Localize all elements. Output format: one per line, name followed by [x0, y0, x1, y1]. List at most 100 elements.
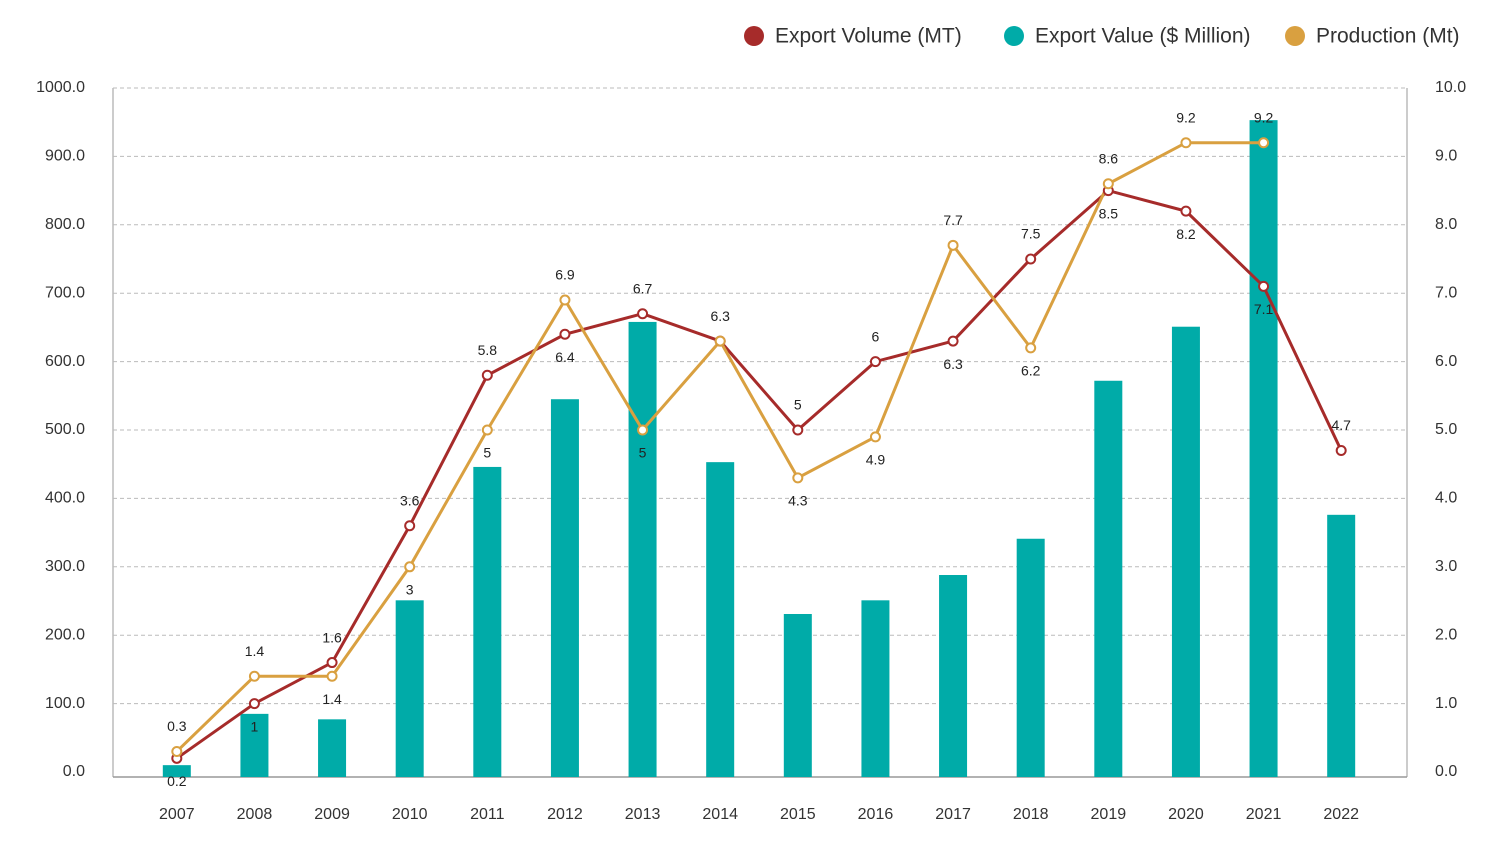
data-label: 6: [872, 328, 880, 344]
data-label: 6.3: [710, 308, 730, 324]
y2-tick-label: 2.0: [1435, 626, 1457, 643]
point: [869, 431, 881, 443]
bar: [939, 575, 968, 777]
data-label: 0.2: [167, 773, 187, 789]
data-label: 1.4: [322, 691, 342, 707]
x-tick-label: 2013: [625, 806, 661, 823]
bar: [861, 600, 890, 777]
data-label: 8.5: [1099, 205, 1119, 221]
x-tick-label: 2019: [1091, 806, 1127, 823]
point: [947, 239, 959, 251]
legend-marker: [1285, 26, 1305, 46]
bar: [706, 462, 735, 777]
x-tick-label: 2015: [780, 806, 816, 823]
bar: [1249, 120, 1278, 777]
point: [248, 698, 260, 710]
bar: [783, 613, 812, 777]
x-tick-label: 2020: [1168, 806, 1204, 823]
x-tick-label: 2018: [1013, 806, 1049, 823]
data-label: 3.6: [400, 492, 420, 508]
x-tick-label: 2012: [547, 806, 583, 823]
data-label: 5: [639, 445, 647, 461]
x-tick-label: 2014: [702, 806, 738, 823]
data-label: 3: [406, 582, 414, 598]
point: [1025, 253, 1037, 265]
y-tick-label: 300.0: [45, 558, 85, 575]
bar: [1094, 380, 1123, 777]
x-tick-label: 2007: [159, 806, 195, 823]
point: [248, 670, 260, 682]
data-label: 0.3: [167, 718, 187, 734]
point: [1102, 178, 1114, 190]
point: [1180, 137, 1192, 149]
y2-tick-label: 7.0: [1435, 284, 1457, 301]
y2-tick-label: 0.0: [1435, 763, 1457, 780]
grid: [113, 87, 1407, 705]
legend-label: Export Value ($ Million): [1035, 25, 1251, 48]
y2-tick-label: 6.0: [1435, 353, 1457, 370]
bar: [1171, 326, 1200, 777]
point: [404, 520, 416, 532]
y-tick-label: 700.0: [45, 284, 85, 301]
x-tick-label: 2022: [1323, 806, 1359, 823]
x-tick-label: 2017: [935, 806, 971, 823]
point: [559, 328, 571, 340]
bar: [473, 466, 502, 777]
data-label: 1.4: [245, 643, 265, 659]
bar: [1327, 514, 1356, 777]
point: [1180, 205, 1192, 217]
data-label: 9.2: [1176, 109, 1196, 125]
data-label: 5.8: [478, 342, 498, 358]
line: [175, 188, 1343, 760]
y-tick-label: 400.0: [45, 490, 85, 507]
legend-label: Production (Mt): [1316, 25, 1460, 48]
point: [1258, 137, 1270, 149]
data-label: 6.2: [1021, 363, 1041, 379]
y2-tick-label: 9.0: [1435, 148, 1457, 165]
y-tick-label: 900.0: [45, 148, 85, 165]
bar: [162, 765, 191, 777]
data-label: 4.3: [788, 493, 808, 509]
y2-tick-label: 4.0: [1435, 490, 1457, 507]
data-label: 4.9: [866, 452, 886, 468]
data-label: 1: [251, 718, 259, 734]
point: [1335, 445, 1347, 457]
point: [1258, 280, 1270, 292]
bar: [240, 713, 269, 777]
y-tick-label: 100.0: [45, 695, 85, 712]
y-tick-label: 600.0: [45, 353, 85, 370]
x-tick-label: 2008: [237, 806, 273, 823]
x-tick-label: 2021: [1246, 806, 1282, 823]
y-tick-label: 1000.0: [36, 79, 85, 96]
point: [714, 335, 726, 347]
data-label: 7.5: [1021, 226, 1041, 242]
point: [637, 424, 649, 436]
x-tick-label: 2010: [392, 806, 428, 823]
x-tick-label: 2011: [470, 806, 505, 823]
legend-label: Export Volume (MT): [775, 25, 962, 48]
point: [947, 335, 959, 347]
y2-tick-label: 8.0: [1435, 216, 1457, 233]
y2-tick-label: 10.0: [1435, 79, 1466, 96]
y-tick-label: 200.0: [45, 626, 85, 643]
data-label: 8.2: [1176, 226, 1196, 242]
data-label: 6.7: [633, 280, 653, 296]
data-label: 7.1: [1254, 301, 1274, 317]
y-tick-label: 500.0: [45, 421, 85, 438]
point: [637, 308, 649, 320]
legend-marker: [1004, 26, 1024, 46]
bar: [628, 321, 657, 777]
bar: [395, 600, 424, 777]
point: [792, 472, 804, 484]
point: [481, 424, 493, 436]
point: [792, 424, 804, 436]
data-label: 8.6: [1099, 150, 1119, 166]
data-label: 5: [794, 397, 802, 413]
data-label: 6.9: [555, 267, 575, 283]
point: [559, 294, 571, 306]
point: [481, 369, 493, 381]
point: [869, 356, 881, 368]
data-label: 7.7: [943, 212, 963, 228]
x-tick-label: 2016: [858, 806, 894, 823]
